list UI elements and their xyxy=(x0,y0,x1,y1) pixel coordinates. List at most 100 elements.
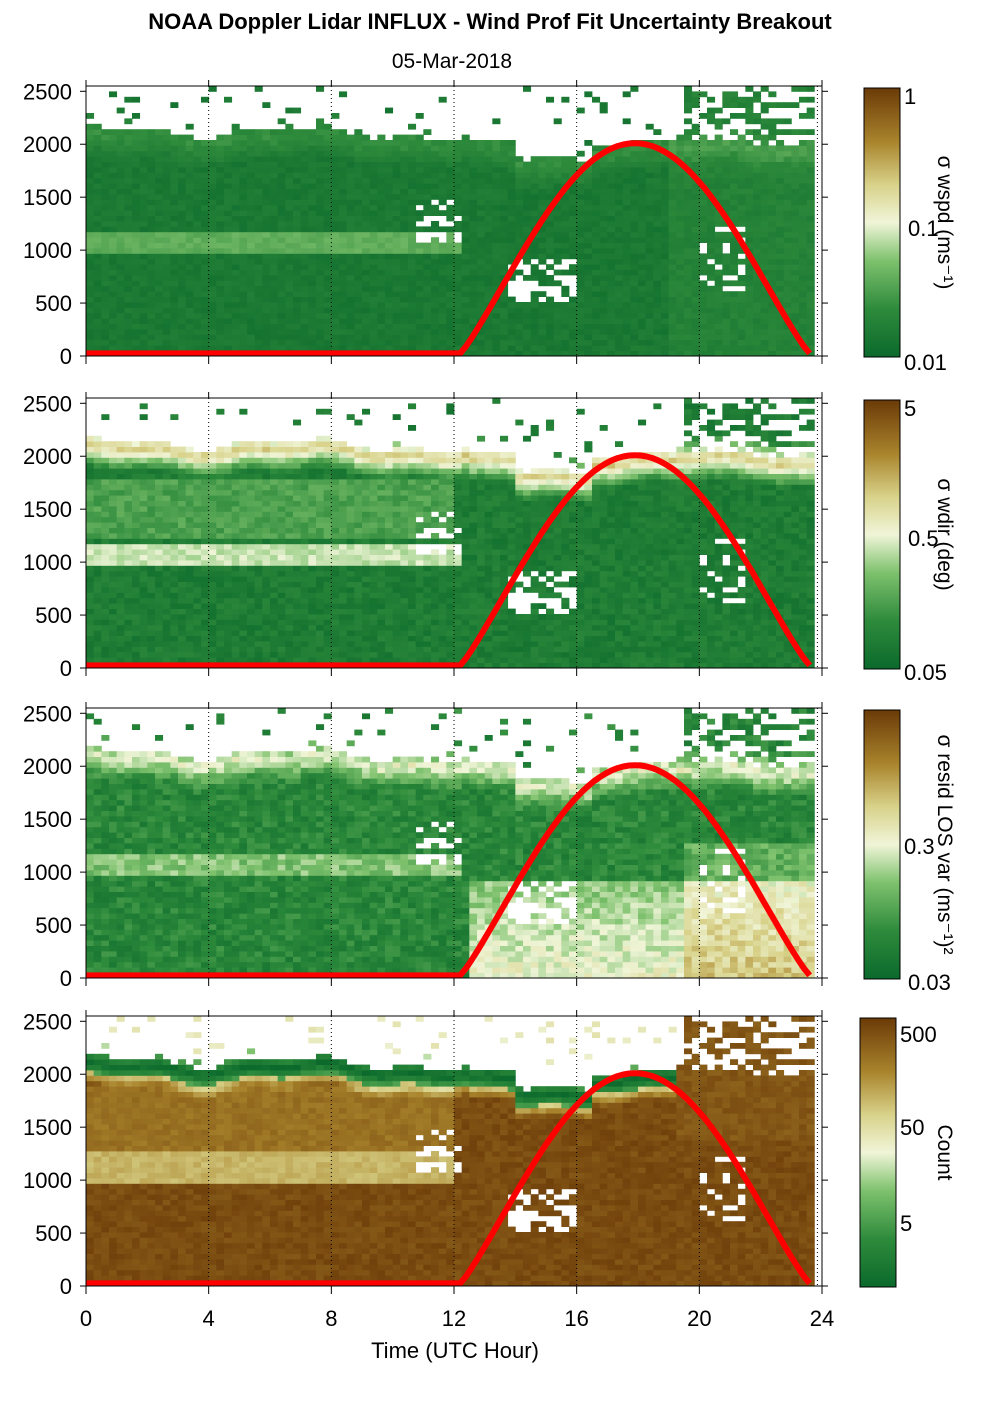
heatmap-cell xyxy=(300,221,309,227)
heatmap-cell xyxy=(339,199,348,206)
heatmap-cell xyxy=(132,275,141,281)
heatmap-cell xyxy=(806,188,815,195)
heatmap-cell xyxy=(423,269,432,276)
heatmap-cell xyxy=(162,215,171,222)
heatmap-cell xyxy=(239,194,248,200)
heatmap-cell xyxy=(162,204,171,211)
heatmap-cell xyxy=(622,91,631,98)
heatmap-cell xyxy=(768,129,777,135)
heatmap-cell xyxy=(193,570,202,577)
heatmap-cell xyxy=(132,560,141,566)
heatmap-cell xyxy=(101,489,110,496)
heatmap-cell xyxy=(254,506,263,512)
heatmap-cell xyxy=(530,237,539,243)
heatmap-cell xyxy=(446,269,455,276)
heatmap-cell xyxy=(699,204,708,211)
heatmap-cell xyxy=(93,253,102,260)
heatmap-cell xyxy=(185,156,194,162)
heatmap-cell xyxy=(760,253,769,260)
heatmap-cell xyxy=(408,183,417,189)
heatmap-cell xyxy=(408,177,417,184)
heatmap-cell xyxy=(492,248,501,254)
heatmap-cell xyxy=(799,285,808,292)
heatmap-cell xyxy=(392,280,401,287)
heatmap-cell xyxy=(500,140,509,146)
heatmap-cell xyxy=(707,140,716,146)
heatmap-cell xyxy=(201,210,210,216)
heatmap-cell xyxy=(239,172,248,179)
heatmap-cell xyxy=(408,134,417,141)
heatmap-cell xyxy=(377,134,386,141)
heatmap-cell xyxy=(753,248,762,254)
heatmap-cell xyxy=(684,102,693,108)
heatmap-cell xyxy=(193,452,202,458)
heatmap-cell xyxy=(684,248,693,254)
heatmap-cell xyxy=(316,199,325,206)
heatmap-cell xyxy=(323,339,332,346)
heatmap-cell xyxy=(676,350,685,357)
heatmap-cell xyxy=(546,329,555,335)
heatmap-cell xyxy=(523,248,532,254)
heatmap-cell xyxy=(753,199,762,206)
heatmap-cell xyxy=(139,452,148,458)
heatmap-cell xyxy=(530,156,539,162)
heatmap-cell xyxy=(722,183,731,189)
heatmap-cell xyxy=(193,264,202,270)
heatmap-cell xyxy=(538,237,547,243)
heatmap-cell xyxy=(431,285,440,292)
heatmap-cell xyxy=(316,183,325,189)
heatmap-cell xyxy=(201,608,210,615)
heatmap-cell xyxy=(170,156,179,162)
heatmap-cell xyxy=(354,161,363,168)
heatmap-cell xyxy=(216,473,225,480)
heatmap-cell xyxy=(737,280,746,287)
heatmap-cell xyxy=(477,167,486,173)
heatmap-cell xyxy=(431,172,440,179)
heatmap-cell xyxy=(454,285,463,292)
heatmap-cell xyxy=(523,329,532,335)
heatmap-cell xyxy=(576,258,585,265)
heatmap-cell xyxy=(707,253,716,260)
heatmap-cell xyxy=(806,221,815,227)
heatmap-cell xyxy=(369,296,378,303)
heatmap-cell xyxy=(323,221,332,227)
heatmap-cell xyxy=(385,237,394,243)
heatmap-cell xyxy=(661,350,670,357)
heatmap-cell xyxy=(109,91,118,98)
heatmap-cell xyxy=(185,210,194,216)
heatmap-cell xyxy=(124,258,133,265)
heatmap-cell xyxy=(707,329,716,335)
heatmap-cell xyxy=(484,242,493,249)
heatmap-cell xyxy=(630,285,639,292)
heatmap-cell xyxy=(461,226,470,233)
heatmap-cell xyxy=(170,511,179,518)
heatmap-cell xyxy=(270,479,279,485)
heatmap-cell xyxy=(262,554,271,561)
heatmap-cell xyxy=(201,657,210,663)
heatmap-cell xyxy=(185,269,194,276)
heatmap-cell xyxy=(277,140,286,146)
heatmap-cell xyxy=(155,603,164,609)
heatmap-cell xyxy=(492,221,501,227)
heatmap-cell xyxy=(262,570,271,577)
heatmap-cell xyxy=(139,646,148,653)
heatmap-cell xyxy=(661,312,670,319)
heatmap-cell xyxy=(208,302,217,308)
heatmap-cell xyxy=(178,231,187,238)
heatmap-cell xyxy=(155,323,164,330)
heatmap-cell xyxy=(162,506,171,512)
heatmap-cell xyxy=(323,183,332,189)
heatmap-cell xyxy=(538,307,547,314)
heatmap-cell xyxy=(346,215,355,222)
heatmap-cell xyxy=(323,129,332,135)
heatmap-cell xyxy=(783,226,792,233)
heatmap-cell xyxy=(208,651,217,658)
heatmap-cell xyxy=(116,489,125,496)
heatmap-cell xyxy=(224,543,233,550)
heatmap-cell xyxy=(323,237,332,243)
heatmap-cell xyxy=(661,275,670,281)
heatmap-cell xyxy=(101,183,110,189)
heatmap-cell xyxy=(546,221,555,227)
heatmap-cell xyxy=(737,113,746,119)
heatmap-cell xyxy=(584,345,593,351)
